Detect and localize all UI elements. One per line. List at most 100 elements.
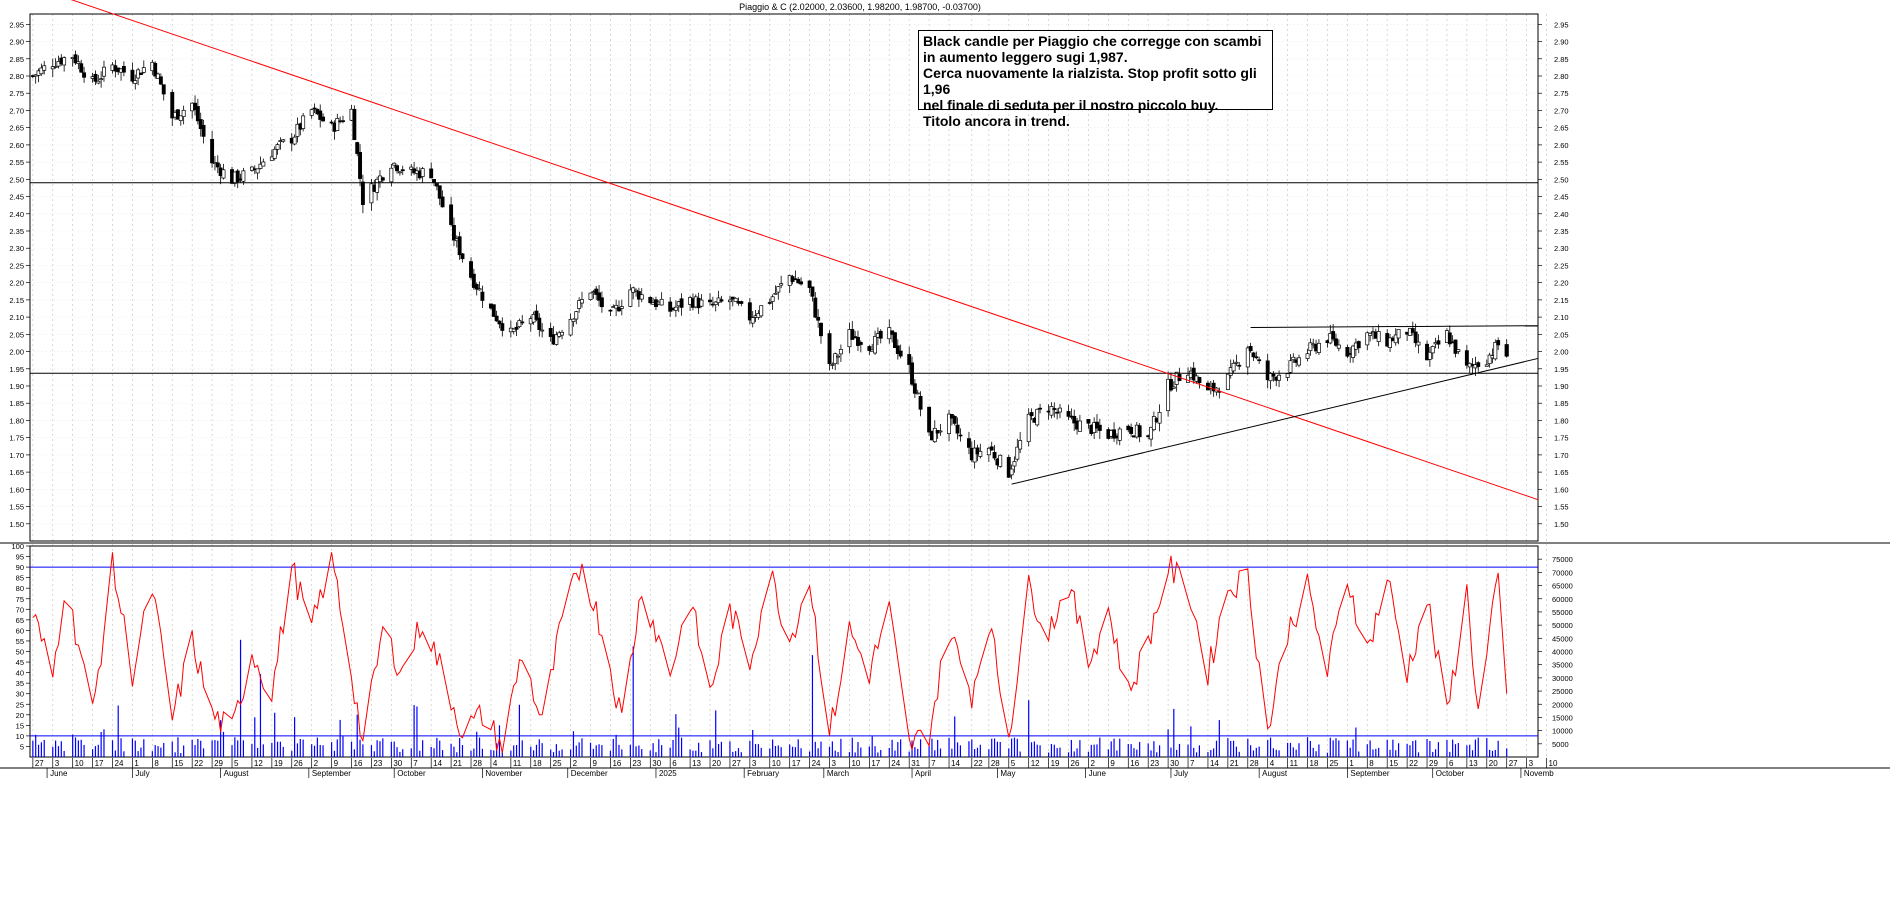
candle-body [39,67,44,75]
price-tick-label-right: 1.95 [1554,365,1569,374]
price-tick-label-left: 2.05 [9,330,24,339]
candle-body [130,69,135,82]
candle-body [1245,347,1250,368]
candle-body [82,72,87,78]
date-tick-label: 13 [692,759,701,768]
candle-body [272,148,277,159]
candle-body [850,329,855,340]
candle-body [1464,350,1469,366]
candle-body [617,306,621,312]
candle-body [141,67,146,73]
candle-body [392,162,397,166]
candle-body [619,306,624,309]
candle-body [494,315,499,322]
candle-body [395,165,399,172]
candle-body [594,288,599,295]
candle-body [1257,359,1262,362]
candle-body [750,317,755,324]
price-tick-label-right: 1.75 [1554,434,1569,443]
candle-body [1191,367,1196,381]
date-tick-label: 14 [433,759,442,768]
month-label: Novemb [1524,769,1554,778]
price-tick-label-left: 1.60 [9,485,24,494]
candle-body [520,321,525,324]
candle-body [648,296,653,304]
candle-body [500,323,505,331]
price-tick-label-left: 2.55 [9,158,24,167]
candle-body [400,169,405,172]
price-tick-label-left: 2.30 [9,244,24,253]
candle-body [1493,342,1498,360]
bearish-trendline [70,0,1539,501]
candle-body [739,301,744,304]
price-tick-label-right: 1.80 [1554,416,1569,425]
candle-body [1038,407,1043,410]
volume-tick-label: 40000 [1552,648,1573,657]
date-tick-label: 30 [1170,759,1179,768]
candle-body [102,66,106,77]
oscillator-panel-frame [29,545,1539,758]
candle-body [437,185,442,199]
oscillator-tick-label: 80 [16,584,24,593]
date-tick-label: 4 [493,759,498,768]
candle-body [281,139,286,142]
candle-body [1077,420,1082,432]
price-tick-label-right: 2.40 [1554,210,1569,219]
candle-body [713,301,718,305]
date-tick-label: 3 [1529,759,1534,768]
candle-body [335,118,340,131]
date-tick-label: 2 [314,759,319,768]
price-tick-label-left: 1.80 [9,416,24,425]
price-tick-label-left: 2.25 [9,261,24,270]
price-tick-label-right: 2.30 [1554,244,1569,253]
candle-body [1129,426,1134,434]
candle-body [1336,344,1341,349]
oscillator-tick-label: 75 [16,595,24,604]
month-label: August [1262,769,1288,778]
date-tick-label: 18 [1310,759,1319,768]
candle-body [571,318,576,322]
candle-body [989,446,994,451]
date-tick-label: 28 [991,759,1000,768]
price-tick-label-left: 2.65 [9,124,24,133]
candle-body [947,413,951,435]
date-tick-label: 10 [1549,759,1558,768]
candle-body [1316,342,1321,353]
candle-body [1166,378,1171,412]
candle-body [1228,367,1233,376]
oscillator-tick-label: 95 [16,553,24,562]
candle-body [577,300,582,309]
date-tick-label: 27 [732,759,741,768]
candle-body [221,169,226,179]
price-tick-label-right: 2.85 [1554,55,1569,64]
volume-tick-label: 25000 [1552,687,1573,696]
candle-body [1288,360,1293,373]
candle-body [156,73,160,79]
candle-body [1427,351,1432,360]
date-tick-label: 17 [792,759,801,768]
candle-body [457,236,462,256]
candle-body [608,309,613,312]
candle-body [1225,373,1230,390]
candle-body [1416,341,1421,346]
oscillator-tick-label: 70 [16,605,24,614]
candle-body [235,170,240,183]
price-tick-label-left: 2.80 [9,72,24,81]
candle-body [1052,408,1057,410]
candle-body [1410,328,1415,333]
candle-body [1331,331,1336,340]
candle-body [1029,412,1034,417]
price-tick-label-left: 2.75 [9,89,24,98]
candle-body [827,333,832,364]
candle-body [1015,446,1020,460]
candle-body [469,261,473,278]
date-tick-label: 31 [911,759,920,768]
candle-body [856,336,860,346]
candle-body [767,302,772,304]
date-tick-label: 12 [1031,759,1040,768]
candle-body [727,299,732,303]
candle-body [1297,357,1301,366]
candle-body [79,63,84,73]
candle-body [540,329,545,332]
